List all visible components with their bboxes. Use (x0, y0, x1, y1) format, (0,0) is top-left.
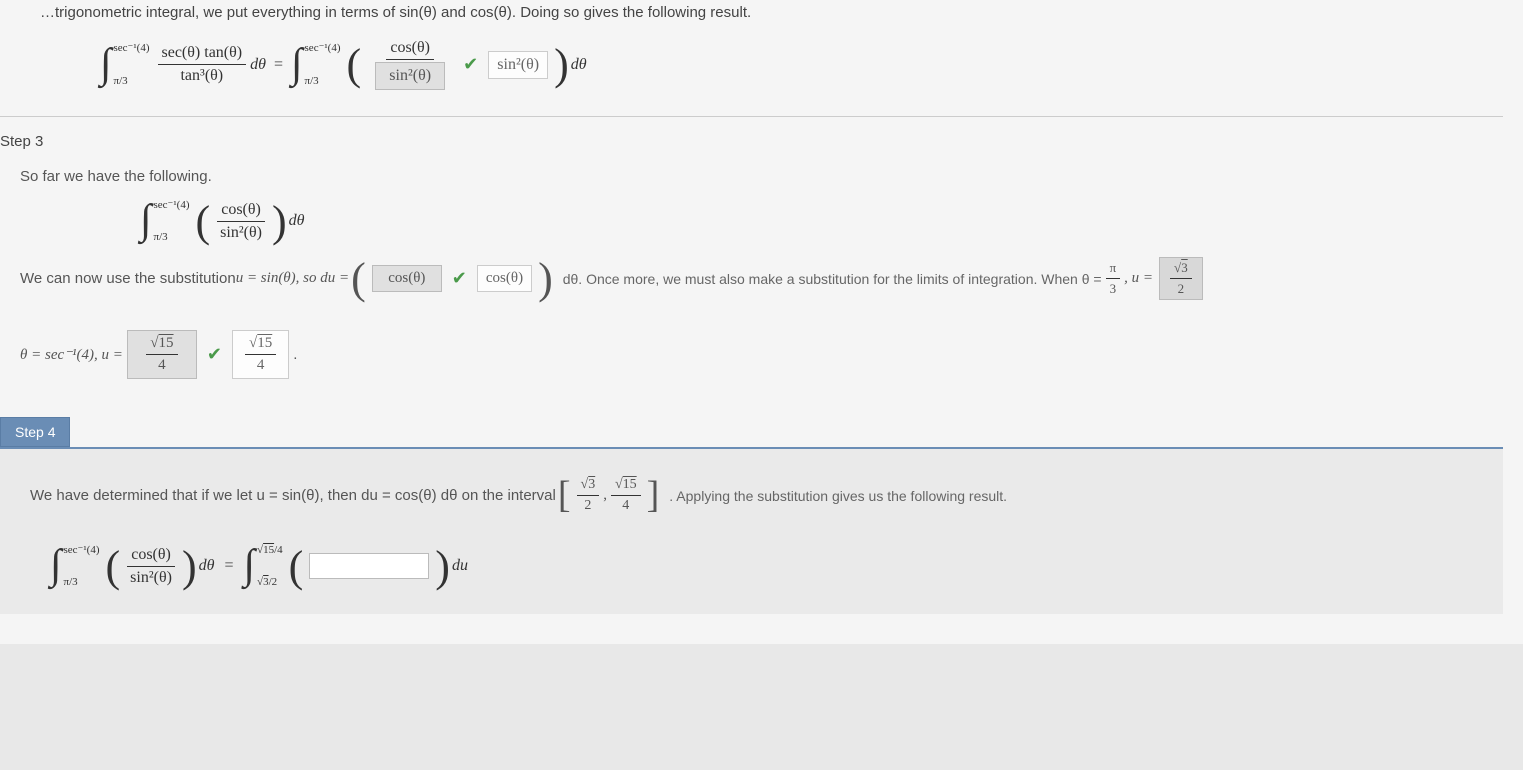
answer-input-3[interactable]: √15 4 (127, 330, 197, 379)
check-icon: ✔ (463, 54, 478, 75)
check-icon: ✔ (207, 344, 222, 365)
correct-answer-1: sin²(θ) (488, 51, 548, 79)
intro-text: …trigonometric integral, we put everythi… (0, 0, 1503, 33)
step-4-body: We have determined that if we let u = si… (0, 447, 1503, 614)
integral-limits-2: sec⁻¹(4) π/3 (305, 42, 341, 86)
step3-substitution-line: We can now use the substitution u = sin(… (0, 249, 1503, 308)
answer-input-2[interactable]: cos(θ) (372, 265, 442, 292)
answer-input-1[interactable]: sin²(θ) (375, 62, 445, 90)
step3-line1: So far we have the following. (0, 160, 1503, 193)
paren-right: ) (554, 47, 569, 82)
integral-symbol: ∫ (100, 48, 112, 82)
integral-limits-1: sec⁻¹(4) π/3 (114, 42, 150, 86)
fraction-1: sec(θ) tan(θ) tan³(θ) (158, 44, 247, 85)
equation-1: ∫ sec⁻¹(4) π/3 sec(θ) tan(θ) tan³(θ) dθ … (0, 33, 1503, 96)
step-3-header: Step 3 (0, 117, 1503, 160)
check-icon: ✔ (452, 268, 467, 289)
correct-answer-3: √15 4 (232, 330, 289, 379)
integral-symbol: ∫ (244, 549, 256, 583)
step-4-tab: Step 4 (0, 417, 70, 447)
answer-input-4[interactable] (309, 553, 429, 579)
paren-left: ( (347, 47, 362, 82)
page-container: …trigonometric integral, we put everythi… (0, 0, 1523, 644)
answer-tail[interactable]: √3 2 (1159, 257, 1203, 300)
step3-integral: ∫ sec⁻¹(4) π/3 ( cos(θ) sin²(θ) ) dθ (0, 193, 1503, 249)
step4-line1: We have determined that if we let u = si… (30, 469, 1483, 522)
integral-symbol: ∫ (50, 549, 62, 583)
step3-theta-line: θ = sec⁻¹(4), u = √15 4 ✔ √15 4 . (0, 322, 1503, 387)
integral-symbol: ∫ (291, 48, 303, 82)
correct-answer-2: cos(θ) (477, 265, 532, 292)
fraction-2: cos(θ) sin²(θ) (367, 39, 453, 90)
step4-equation: ∫ sec⁻¹(4) π/3 ( cos(θ) sin²(θ) ) dθ = ∫… (30, 538, 1483, 594)
integral-symbol: ∫ (140, 204, 152, 238)
